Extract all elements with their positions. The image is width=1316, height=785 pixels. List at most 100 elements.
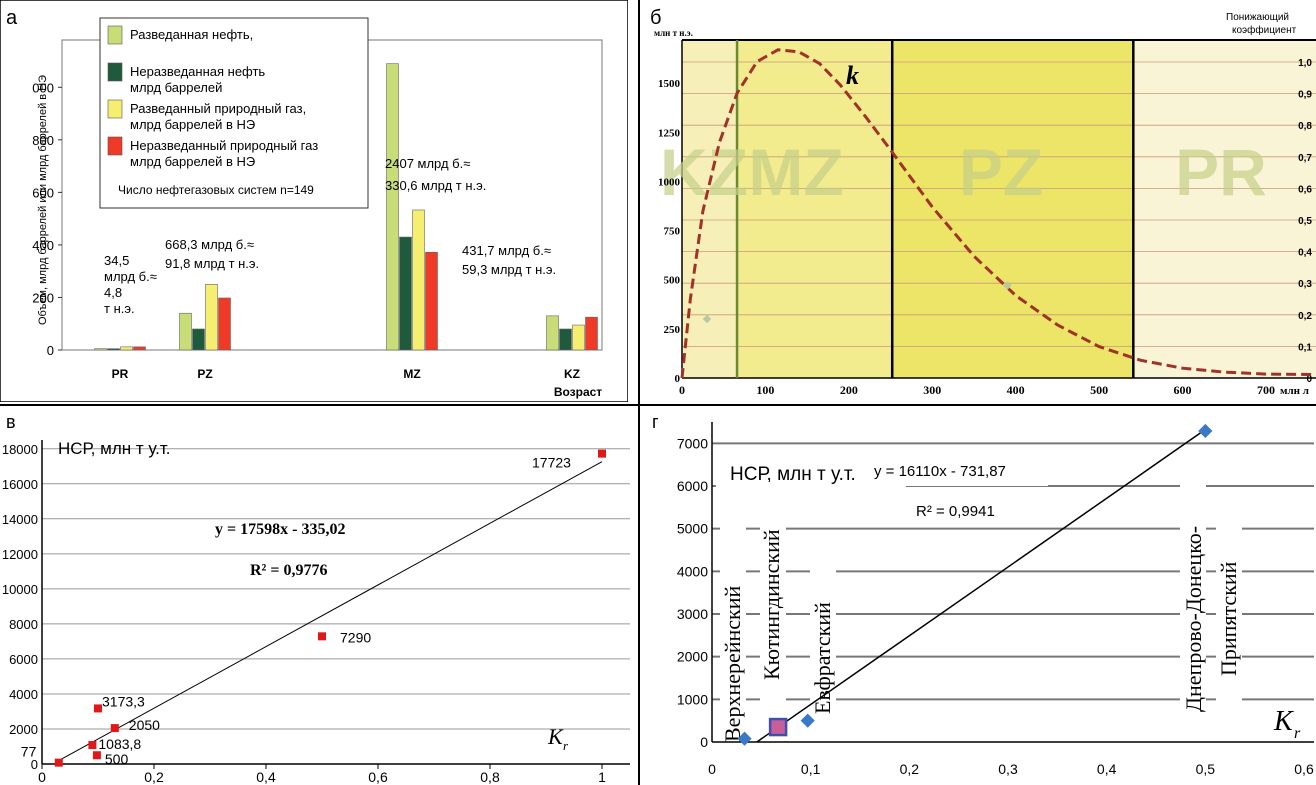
y-tick-label: 500 [664, 275, 681, 287]
legend-label: млрд баррелей в НЭ [130, 117, 255, 132]
basin-label: Евфратский [810, 602, 835, 714]
legend-swatch [108, 26, 122, 44]
right-tick-label: 0,7 [1298, 153, 1312, 164]
x-axis-label: K [547, 724, 564, 749]
x-tick-label: 0,2 [144, 769, 164, 785]
era-band [1133, 40, 1316, 378]
legend-note: Число нефтегазовых систем n=149 [118, 183, 314, 197]
right-tick-label: 0,9 [1298, 90, 1312, 101]
x-tick-label: KZ [564, 367, 580, 381]
era-label: KZ [660, 135, 748, 209]
y-tick-label: 1000 [658, 176, 681, 188]
basin-label: Днепрово-Донецко- [1181, 526, 1206, 712]
r2-label: R² = 0,9941 [916, 503, 995, 520]
era-label: PZ [959, 135, 1043, 209]
x-tick-label: 0 [679, 383, 685, 397]
r2-label: R² = 0,9776 [250, 562, 327, 579]
era-label: MZ [748, 135, 843, 209]
bar-chart-svg: а0200400600800000PR PZ MZ KZВозрастОбъем, м… [0, 0, 628, 402]
right-tick-label: 0,6 [1298, 184, 1312, 195]
data-point [93, 751, 101, 759]
bar [586, 317, 598, 350]
data-point [318, 632, 326, 640]
basin-label: Кютингдинский [759, 529, 784, 680]
y-tick-label: 0 [47, 343, 54, 358]
x-tick-label: 0,6 [368, 769, 388, 785]
y-tick-label: 16000 [2, 477, 38, 492]
panel-g-scatter-chart: г 0 1000 2000 3000 4000 5000 6000 7000 0 0,1 0,2 0,3… [646, 412, 1316, 785]
y-axis-label: млн т н.э. [654, 28, 693, 38]
right-tick-label: 0,3 [1298, 279, 1312, 290]
y-tick-label: 0 [675, 373, 681, 385]
x-tick-label: 100 [756, 383, 774, 397]
legend-swatch [108, 63, 122, 81]
data-label: 2050 [129, 717, 160, 733]
bar [387, 64, 399, 350]
scatter-chart-svg: 0 2000 4000 6000 8000 10000 12000 14000 16000 180… [0, 412, 636, 785]
x-tick-label: PZ [197, 367, 212, 381]
y-tick-label: 6000 [9, 652, 38, 667]
annotation-text: 431,7 млрд б.≈ [462, 243, 551, 258]
y-tick-label: 18000 [2, 442, 38, 457]
panel-b-line-chart: 0 0,1 0,2 0,3 0,4 0,5 0,6 0,7 0,8 0,9 1,0 KZ MZ PZ PR 0… [646, 0, 1316, 402]
basin-label: Верхнерейнский [720, 585, 745, 742]
right-tick-label: 0,8 [1298, 121, 1312, 132]
curve-label: k [846, 61, 859, 90]
data-point [770, 719, 786, 735]
y-tick-label: 750 [664, 226, 681, 238]
bar [134, 347, 146, 350]
x-tick-label: 200 [840, 383, 858, 397]
right-tick-label: 0,4 [1298, 248, 1312, 259]
y-axis-label: Объем, млрд баррелей или млрд баррелей в… [37, 75, 49, 325]
data-point [55, 759, 63, 767]
data-point [94, 704, 102, 712]
legend-label: млрд баррелей в НЭ [130, 154, 255, 169]
data-point [111, 724, 119, 732]
bar [95, 349, 107, 350]
x-tick-label: 500 [1090, 383, 1108, 397]
data-point [1198, 424, 1212, 438]
annotation-text: 330,6 млрд т н.э. [385, 178, 486, 193]
legend-label: Разведанный природный газ, [130, 101, 306, 116]
legend-swatch [108, 137, 122, 155]
y-tick-label: 0 [700, 734, 708, 750]
y-tick-label: 5000 [677, 521, 708, 537]
annotation-text: 668,3 млрд б.≈ [165, 237, 254, 252]
annotation-text: млрд б.≈ [104, 269, 157, 284]
x-axis-label: Возраст [554, 385, 602, 399]
y-tick-label: 12000 [2, 547, 38, 562]
data-label: 17723 [532, 455, 571, 471]
panel-letter: а [6, 7, 18, 29]
y-tick-label: 2000 [677, 649, 708, 665]
y-tick-label: 3000 [677, 606, 708, 622]
legend-label: Неразведанный природный газ [130, 138, 318, 153]
x-tick-label: 0,5 [1196, 761, 1216, 777]
x-axis-label: млн л [1280, 385, 1309, 397]
y-tick-label: 6000 [677, 478, 708, 494]
y-tick-label: 1500 [658, 78, 681, 90]
bar [413, 210, 425, 350]
x-tick-label: 0,3 [998, 761, 1018, 777]
era-band [682, 40, 737, 378]
equation-label: y = 16110x - 731,87 [874, 463, 1006, 480]
legend-label: Разведанная нефть, [130, 27, 253, 42]
legend-label: Неразведанная нефть [130, 64, 265, 79]
y-tick-label: 250 [664, 324, 681, 336]
y-axis-label: НСР, млн т у.т. [58, 439, 171, 458]
x-tick-label: 0,8 [480, 769, 500, 785]
y-tick-label: 7000 [677, 435, 708, 451]
y-tick-label: 4000 [9, 687, 38, 702]
x-tick-label: 0,2 [900, 761, 920, 777]
x-tick-label: 700 [1257, 383, 1275, 397]
annotation-text: т н.э. [104, 301, 135, 316]
panel-a-bar-chart: а 0 200 400 600 800 000 PR PZ MZ KZ Возраст Объем, м… [0, 0, 628, 402]
y-tick-label: 14000 [2, 512, 38, 527]
annotation-text: 91,8 млрд т н.э. [165, 256, 259, 271]
bar [108, 349, 120, 350]
bar [400, 237, 412, 350]
annotation-text: 59,3 млрд т н.э. [462, 262, 556, 277]
panel-letter: в [6, 412, 16, 432]
bar [180, 313, 192, 350]
x-tick-label: 0 [708, 761, 716, 777]
x-tick-label: 1 [598, 769, 606, 785]
